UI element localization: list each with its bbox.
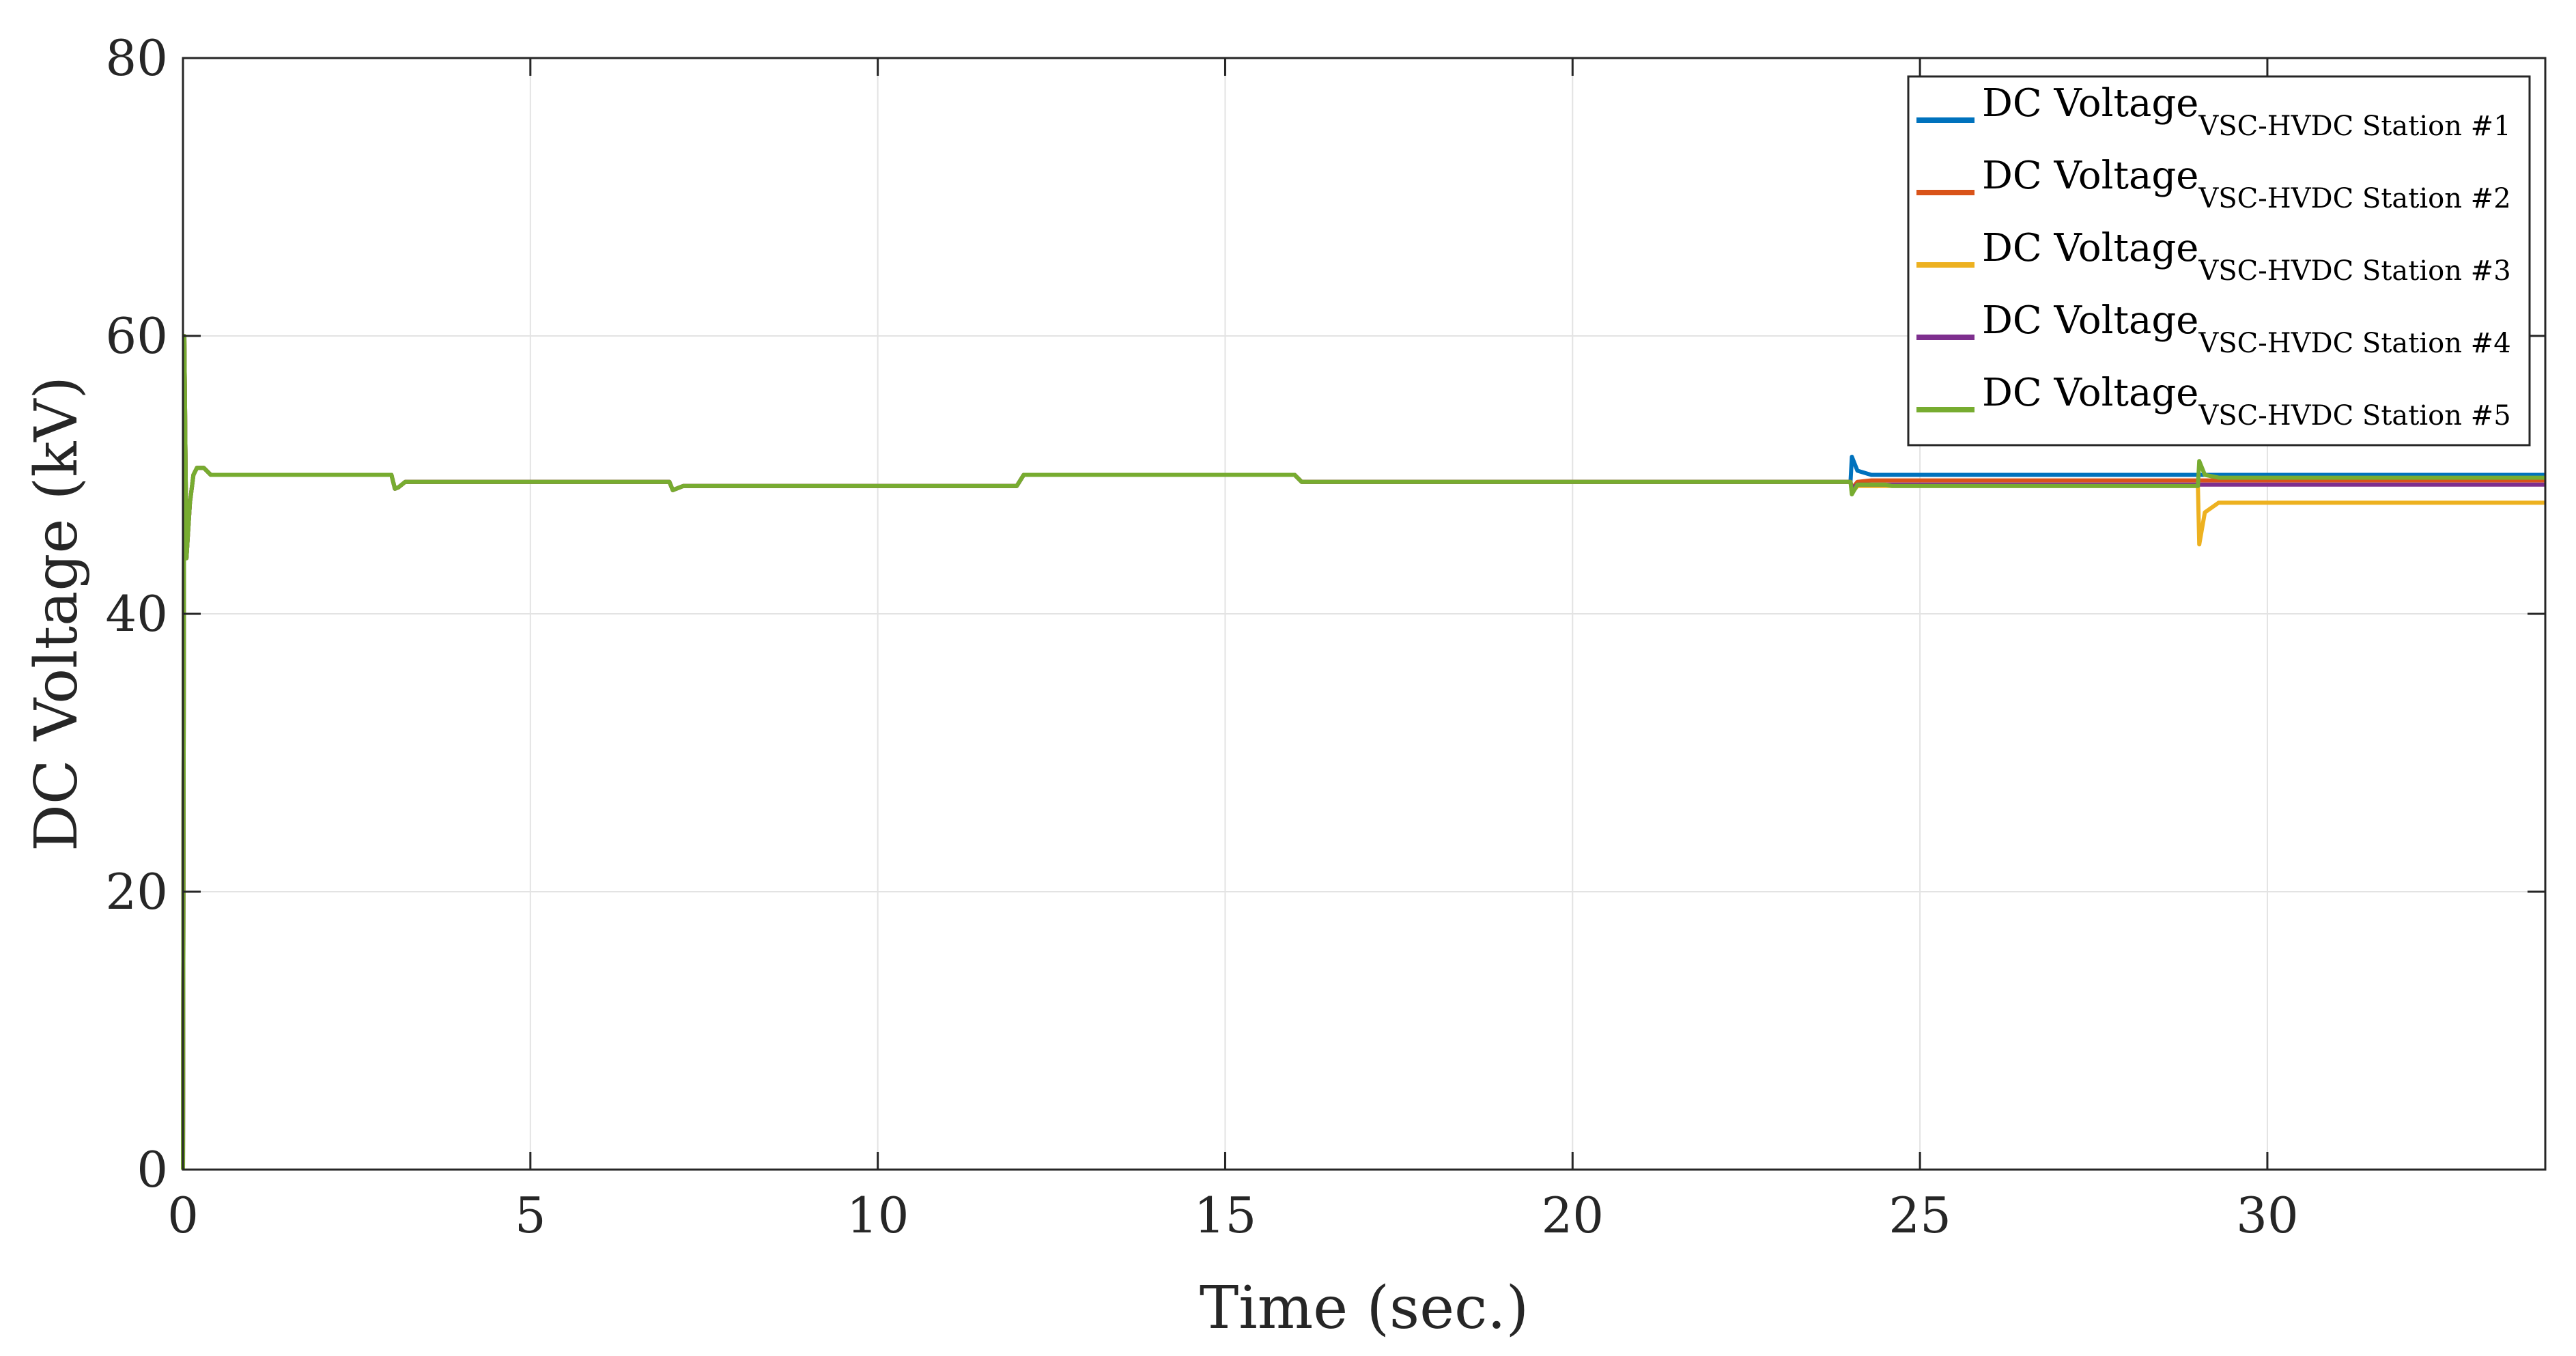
- axis-ticks: 0 5 10 15 20 25 30 0 20 40 60 80: [105, 29, 2545, 1244]
- x-tick-label: 10: [847, 1187, 909, 1244]
- legend-label-subscript: VSC-HVDC Station #5: [2198, 400, 2510, 432]
- x-tick-label: 0: [167, 1187, 199, 1244]
- plot-series: [181, 334, 2545, 1170]
- y-axis-title: DC Voltage (kV): [23, 376, 91, 851]
- y-tick-label: 0: [137, 1141, 168, 1198]
- series-line-station-5: [181, 334, 2545, 1170]
- y-tick-label: 80: [105, 29, 168, 87]
- y-tick-label: 20: [105, 863, 168, 920]
- legend-label: DC VoltageVSC-HVDC Station #4: [1982, 298, 2511, 359]
- legend-label-main: DC Voltage: [1982, 154, 2198, 198]
- legend-label-subscript: VSC-HVDC Station #1: [2198, 111, 2510, 142]
- legend-item-station-4: DC VoltageVSC-HVDC Station #4: [1916, 298, 2511, 359]
- legend: DC VoltageVSC-HVDC Station #1DC VoltageV…: [1907, 75, 2531, 447]
- legend-label-main: DC Voltage: [1982, 298, 2198, 343]
- x-tick-label: 20: [1541, 1187, 1604, 1244]
- legend-label-main: DC Voltage: [1982, 226, 2198, 270]
- x-tick-label: 15: [1194, 1187, 1257, 1244]
- x-tick-label: 30: [2236, 1187, 2299, 1244]
- legend-label: DC VoltageVSC-HVDC Station #3: [1982, 226, 2511, 287]
- legend-item-station-3: DC VoltageVSC-HVDC Station #3: [1916, 226, 2511, 287]
- y-tick-label: 40: [105, 585, 168, 642]
- legend-item-station-2: DC VoltageVSC-HVDC Station #2: [1916, 154, 2511, 214]
- legend-label-main: DC Voltage: [1982, 371, 2198, 415]
- legend-label: DC VoltageVSC-HVDC Station #1: [1982, 81, 2511, 142]
- legend-label-subscript: VSC-HVDC Station #4: [2198, 328, 2510, 359]
- x-axis-title: Time (sec.): [1200, 1274, 1529, 1342]
- legend-label: DC VoltageVSC-HVDC Station #5: [1982, 371, 2511, 432]
- x-tick-label: 5: [515, 1187, 546, 1244]
- legend-label: DC VoltageVSC-HVDC Station #2: [1982, 154, 2511, 214]
- legend-label-subscript: VSC-HVDC Station #2: [2198, 183, 2510, 214]
- y-tick-label: 60: [105, 307, 168, 365]
- x-tick-label: 25: [1888, 1187, 1951, 1244]
- legend-label-subscript: VSC-HVDC Station #3: [2198, 255, 2510, 287]
- legend-box: [1907, 75, 2531, 447]
- legend-item-station-5: DC VoltageVSC-HVDC Station #5: [1916, 371, 2511, 432]
- legend-item-station-1: DC VoltageVSC-HVDC Station #1: [1916, 81, 2511, 142]
- legend-label-main: DC Voltage: [1982, 81, 2198, 126]
